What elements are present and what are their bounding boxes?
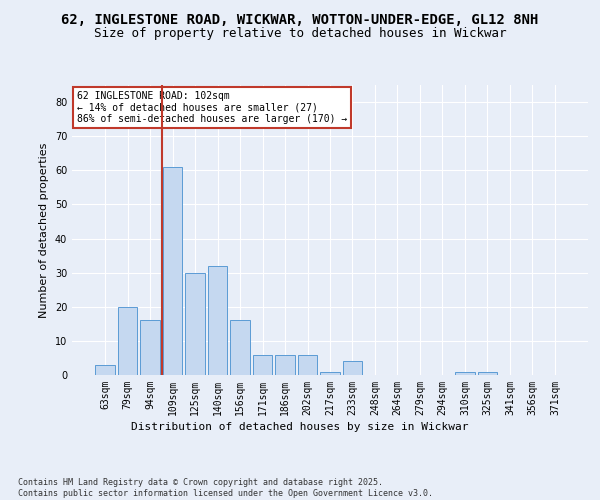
Bar [230, 320, 250, 375]
Bar [118, 307, 137, 375]
Bar [275, 354, 295, 375]
Text: Distribution of detached houses by size in Wickwar: Distribution of detached houses by size … [131, 422, 469, 432]
Text: Contains HM Land Registry data © Crown copyright and database right 2025.
Contai: Contains HM Land Registry data © Crown c… [18, 478, 433, 498]
Bar [320, 372, 340, 375]
Y-axis label: Number of detached properties: Number of detached properties [39, 142, 49, 318]
Bar [185, 272, 205, 375]
Bar [95, 365, 115, 375]
Bar [140, 320, 160, 375]
Bar [298, 354, 317, 375]
Bar [343, 362, 362, 375]
Bar [478, 372, 497, 375]
Bar [163, 167, 182, 375]
Text: 62 INGLESTONE ROAD: 102sqm
← 14% of detached houses are smaller (27)
86% of semi: 62 INGLESTONE ROAD: 102sqm ← 14% of deta… [77, 91, 347, 124]
Bar [208, 266, 227, 375]
Bar [253, 354, 272, 375]
Text: Size of property relative to detached houses in Wickwar: Size of property relative to detached ho… [94, 28, 506, 40]
Bar [455, 372, 475, 375]
Text: 62, INGLESTONE ROAD, WICKWAR, WOTTON-UNDER-EDGE, GL12 8NH: 62, INGLESTONE ROAD, WICKWAR, WOTTON-UND… [61, 12, 539, 26]
